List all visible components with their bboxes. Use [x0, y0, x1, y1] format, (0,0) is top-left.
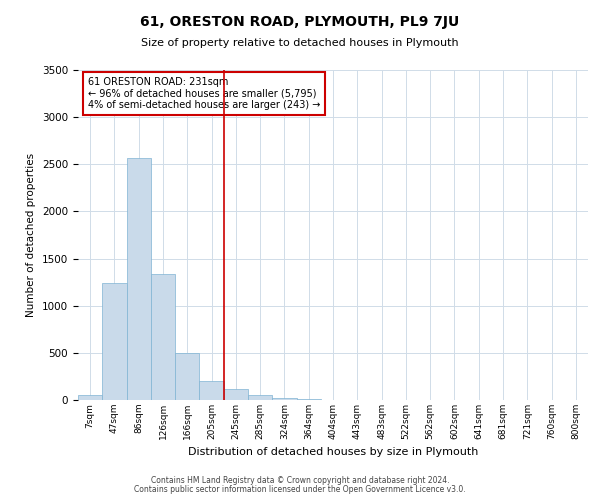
Y-axis label: Number of detached properties: Number of detached properties: [26, 153, 37, 317]
Text: Contains HM Land Registry data © Crown copyright and database right 2024.: Contains HM Land Registry data © Crown c…: [151, 476, 449, 485]
Bar: [102, 283, 127, 400]
X-axis label: Distribution of detached houses by size in Plymouth: Distribution of detached houses by size …: [188, 448, 478, 458]
Bar: [78, 396, 102, 400]
Bar: [272, 398, 296, 400]
Bar: [127, 158, 151, 400]
Bar: [199, 381, 224, 400]
Text: 61 ORESTON ROAD: 231sqm
← 96% of detached houses are smaller (5,795)
4% of semi-: 61 ORESTON ROAD: 231sqm ← 96% of detache…: [88, 76, 320, 110]
Bar: [224, 389, 248, 400]
Text: 61, ORESTON ROAD, PLYMOUTH, PL9 7JU: 61, ORESTON ROAD, PLYMOUTH, PL9 7JU: [140, 15, 460, 29]
Text: Size of property relative to detached houses in Plymouth: Size of property relative to detached ho…: [141, 38, 459, 48]
Bar: [296, 399, 321, 400]
Bar: [151, 274, 175, 400]
Bar: [248, 395, 272, 400]
Text: Contains public sector information licensed under the Open Government Licence v3: Contains public sector information licen…: [134, 485, 466, 494]
Bar: [175, 353, 199, 400]
